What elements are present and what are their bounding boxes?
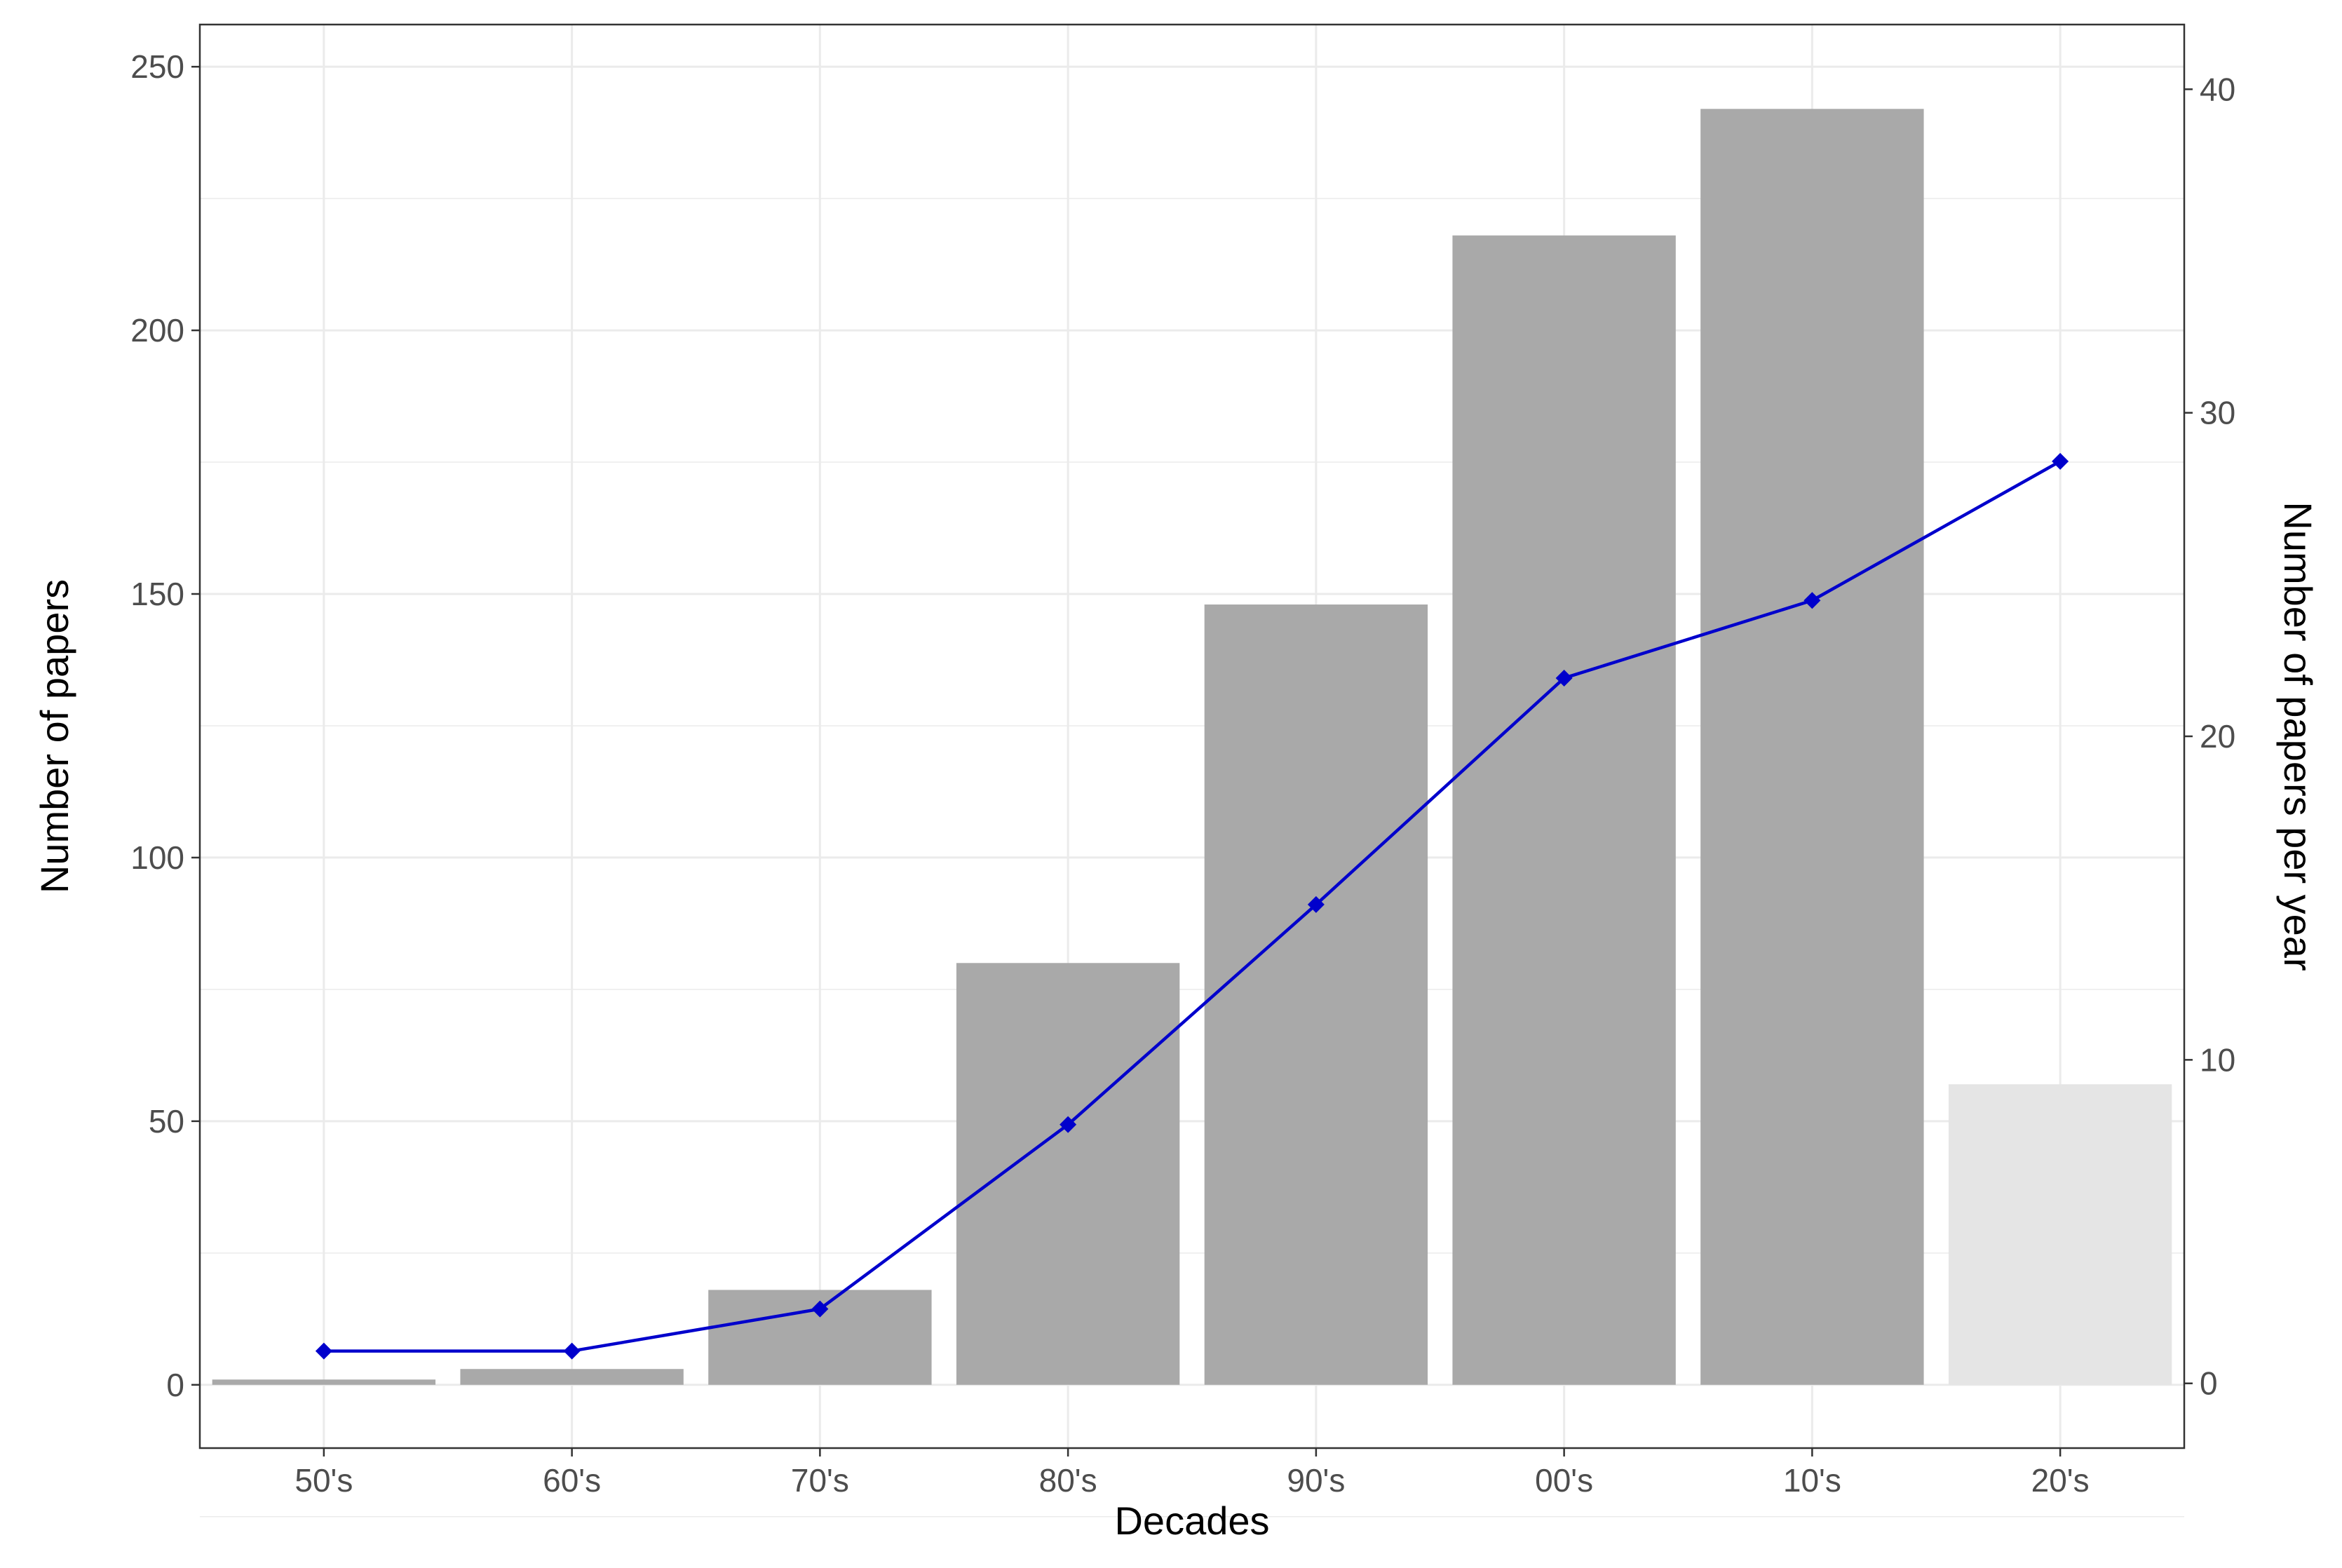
x-tick-label: 90's	[1287, 1462, 1345, 1499]
x-tick-label: 10's	[1783, 1462, 1841, 1499]
line-point-70's	[811, 1300, 829, 1318]
bar-layer	[212, 109, 2172, 1385]
x-tick-label: 00's	[1535, 1462, 1593, 1499]
bar-10's	[1700, 109, 1924, 1385]
x-tick-label: 70's	[791, 1462, 849, 1499]
right-tick-label: 20	[2200, 718, 2235, 755]
line-layer	[315, 452, 2069, 1360]
bar-90's	[1204, 604, 1428, 1385]
line-point-00's	[1555, 669, 1573, 687]
bar-60's	[460, 1369, 684, 1385]
left-tick-label: 50	[149, 1103, 184, 1140]
papers-per-year-line	[323, 459, 2062, 1353]
bar-80's	[956, 963, 1180, 1385]
right-axis: 0 10 20 30 40	[2184, 71, 2235, 1402]
x-axis-title: Decades	[1114, 1499, 1269, 1543]
line-point-50's	[315, 1342, 332, 1360]
left-tick-label: 100	[130, 839, 184, 876]
left-axis: 0 50 100 150 200 250	[130, 48, 200, 1403]
x-tick-label: 50's	[295, 1462, 353, 1499]
left-tick-label: 150	[130, 576, 184, 612]
bar-20's	[1948, 1084, 2172, 1385]
right-tick-label: 30	[2200, 395, 2235, 431]
line-point-10's	[1803, 592, 1821, 609]
line-point-90's	[1307, 895, 1325, 913]
right-tick-label: 40	[2200, 71, 2235, 107]
left-tick-label: 200	[130, 312, 184, 349]
x-tick-label: 60's	[543, 1462, 601, 1499]
line-point-80's	[1060, 1116, 1077, 1133]
line-point-60's	[563, 1342, 581, 1360]
x-tick-label: 80's	[1039, 1462, 1097, 1499]
line-point-20's	[2052, 452, 2069, 470]
bar-50's	[212, 1379, 436, 1385]
left-tick-label: 250	[130, 48, 184, 85]
x-axis: 50's 60's 70's 80's 90's 00's 10's 20's	[295, 1448, 2090, 1499]
bar-00's	[1452, 235, 1676, 1385]
x-tick-label: 20's	[2031, 1462, 2090, 1499]
y-axis-title: Number of papers	[32, 579, 76, 893]
y2-axis-title: Number of papers per year	[2276, 501, 2320, 971]
left-tick-label: 0	[166, 1367, 184, 1403]
right-tick-label: 10	[2200, 1041, 2235, 1078]
right-tick-label: 0	[2200, 1365, 2218, 1402]
